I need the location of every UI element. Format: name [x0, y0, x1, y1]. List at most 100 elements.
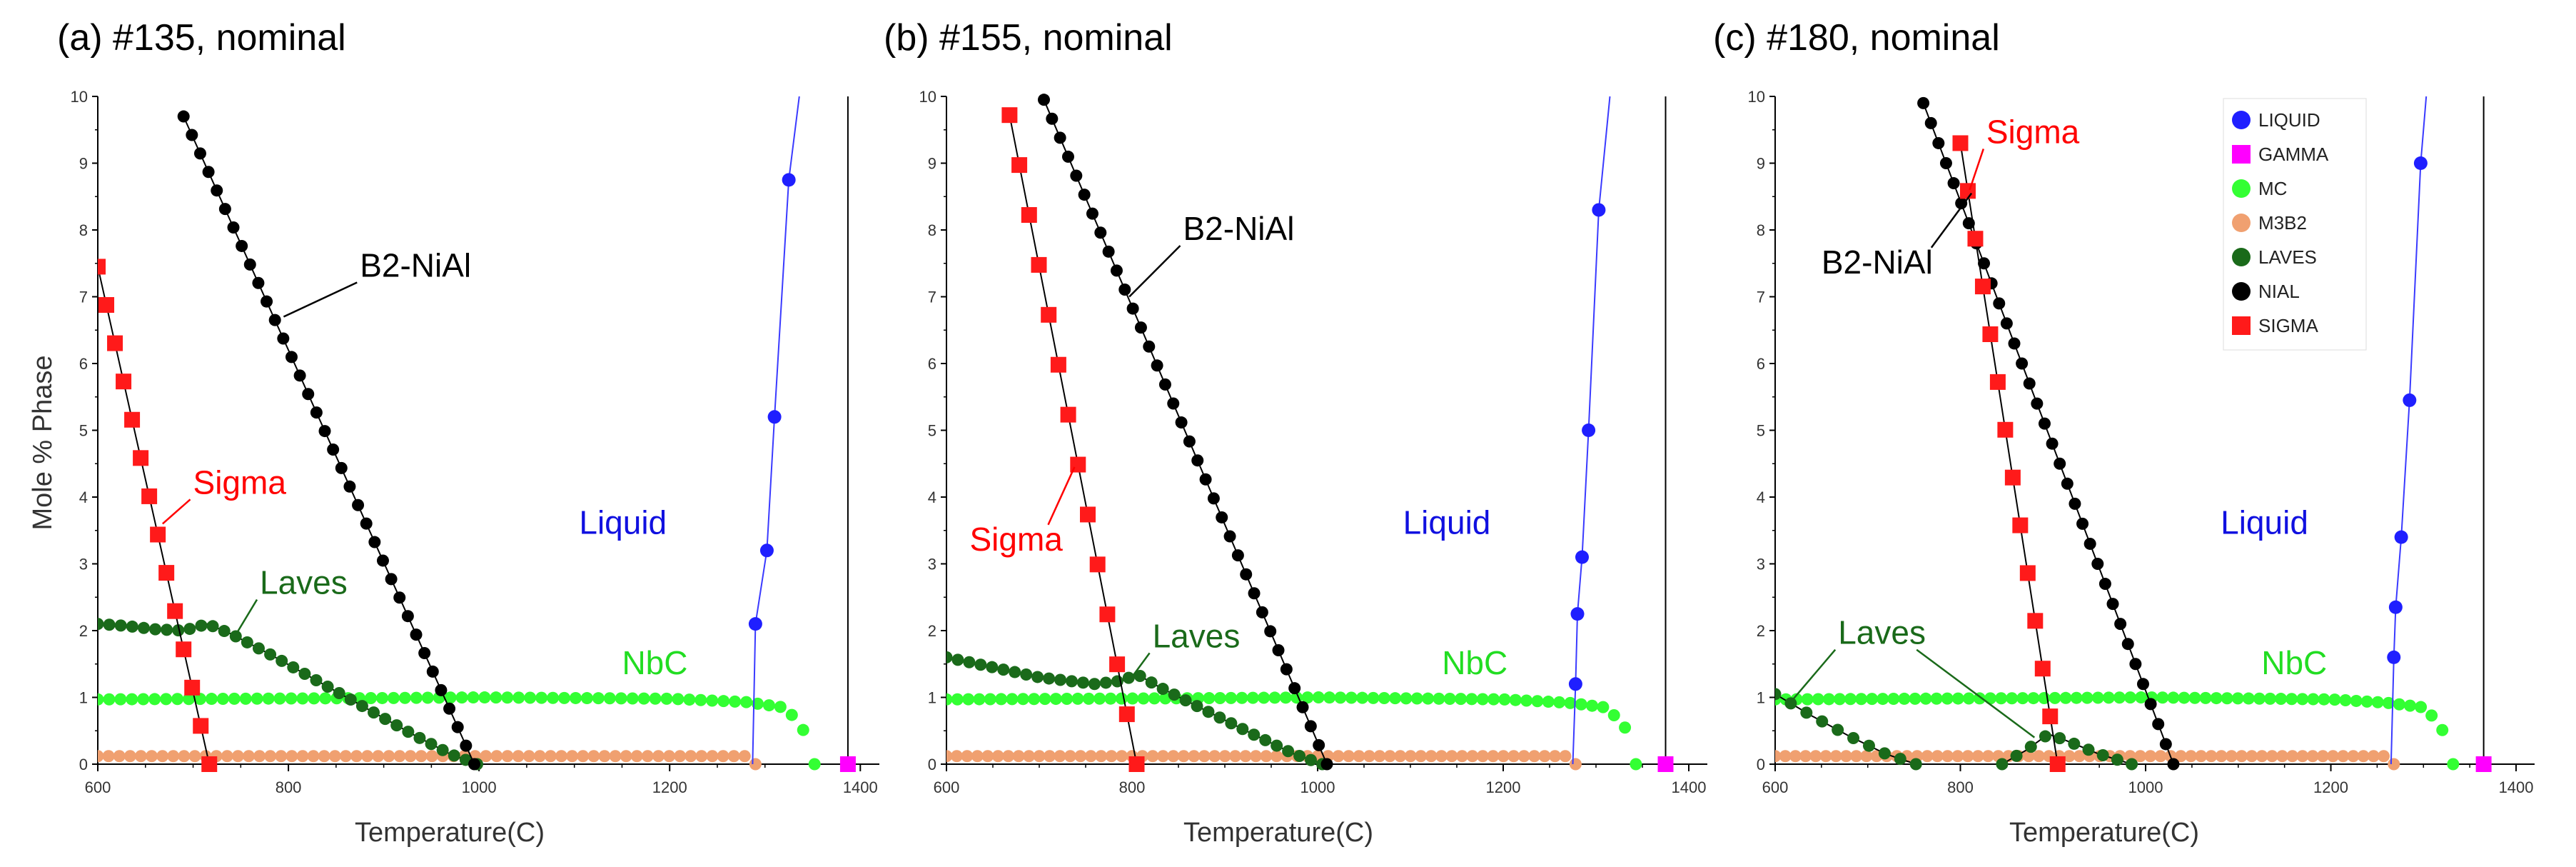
series-mc [98, 691, 821, 771]
data-point [1476, 693, 1489, 706]
data-point [2022, 750, 2035, 763]
legend-swatch [2232, 145, 2251, 164]
data-point [1313, 738, 1325, 751]
data-point [107, 335, 123, 351]
data-point [1177, 750, 1190, 763]
data-point [1198, 750, 1211, 763]
data-point [1260, 750, 1273, 763]
data-point [1323, 691, 1336, 704]
data-point [2371, 696, 2384, 708]
data-point [102, 750, 115, 763]
data-point [1809, 750, 1822, 763]
data-point [2059, 691, 2072, 704]
data-point [2388, 758, 2400, 771]
data-point [1151, 359, 1163, 372]
data-point [683, 693, 696, 706]
data-point [767, 410, 782, 424]
panel-a-ylabel: Mole % Phase [28, 355, 58, 530]
data-point [981, 750, 994, 763]
data-point [1962, 692, 1975, 705]
data-point [183, 623, 196, 636]
data-point [1060, 406, 1076, 423]
data-point [1102, 245, 1115, 258]
data-point [1099, 676, 1112, 689]
y-tick-label: 7 [928, 289, 936, 306]
data-point [524, 691, 537, 704]
data-point [1878, 747, 1891, 760]
data-point [2038, 417, 2051, 430]
annotation-pointer [1791, 648, 1837, 701]
y-tick-label: 9 [1757, 155, 1765, 173]
annotation: B2-NiAl [1128, 210, 1294, 298]
data-point [2061, 477, 2074, 490]
data-point [2403, 393, 2417, 407]
legend-swatch [2232, 316, 2251, 335]
data-point [1259, 733, 1272, 746]
data-point [184, 679, 201, 696]
data-point [660, 692, 673, 705]
data-point [544, 750, 557, 763]
data-point [1941, 750, 1954, 763]
data-point [158, 565, 175, 581]
data-point [2063, 750, 2076, 763]
data-point [751, 697, 764, 710]
data-point [1353, 750, 1365, 763]
data-point [2102, 691, 2115, 704]
panel-a-title: (a) #135, nominal [57, 17, 346, 59]
data-point [1819, 750, 1832, 763]
data-point [327, 443, 340, 456]
data-point [383, 750, 395, 763]
data-point [1997, 421, 2014, 438]
data-point [1779, 750, 1792, 763]
data-point [1126, 302, 1139, 315]
data-point [2010, 749, 2023, 762]
data-point [1009, 666, 1021, 678]
series-laves [98, 618, 483, 771]
data-point [1216, 511, 1228, 523]
data-point [1394, 750, 1407, 763]
data-point [1246, 691, 1259, 704]
data-point [1116, 750, 1128, 763]
data-point [2447, 758, 2460, 771]
data-point [2069, 497, 2081, 510]
data-point [1021, 206, 1037, 223]
data-point [2242, 692, 2255, 705]
data-point [2199, 691, 2212, 704]
data-point [759, 543, 774, 558]
data-point [1455, 693, 1468, 706]
data-point [1784, 697, 1797, 710]
data-point [415, 750, 428, 763]
data-point [1020, 668, 1033, 681]
data-point [1917, 96, 1930, 109]
data-point [2256, 750, 2268, 763]
data-point [188, 750, 201, 763]
data-point [2350, 694, 2363, 707]
data-point [344, 693, 357, 706]
data-point [1538, 750, 1551, 763]
data-point [1367, 691, 1380, 704]
data-point [2337, 750, 2350, 763]
data-point [1520, 694, 1533, 707]
data-point [252, 276, 265, 289]
data-point [501, 750, 514, 763]
data-point [2253, 692, 2266, 705]
data-point [2339, 694, 2352, 707]
y-tick-label: 10 [1748, 88, 1765, 106]
data-point [1909, 758, 1922, 771]
data-point [748, 617, 762, 631]
data-point [1619, 721, 1632, 734]
annotation-pointer [234, 598, 258, 637]
data-point [2318, 693, 2330, 706]
y-tick-label: 5 [928, 422, 936, 440]
data-point [1971, 750, 1984, 763]
annotation-pointer [283, 281, 358, 318]
annotation-label: NbC [2261, 644, 2327, 681]
plot-area [1775, 96, 2492, 772]
annotation-label: NbC [1442, 644, 1507, 681]
data-point [1630, 758, 1642, 771]
data-point [167, 750, 180, 763]
data-point [2221, 692, 2233, 705]
data-point [133, 450, 149, 466]
data-point [1156, 683, 1169, 696]
x-tick-label: 1000 [1300, 778, 1335, 796]
